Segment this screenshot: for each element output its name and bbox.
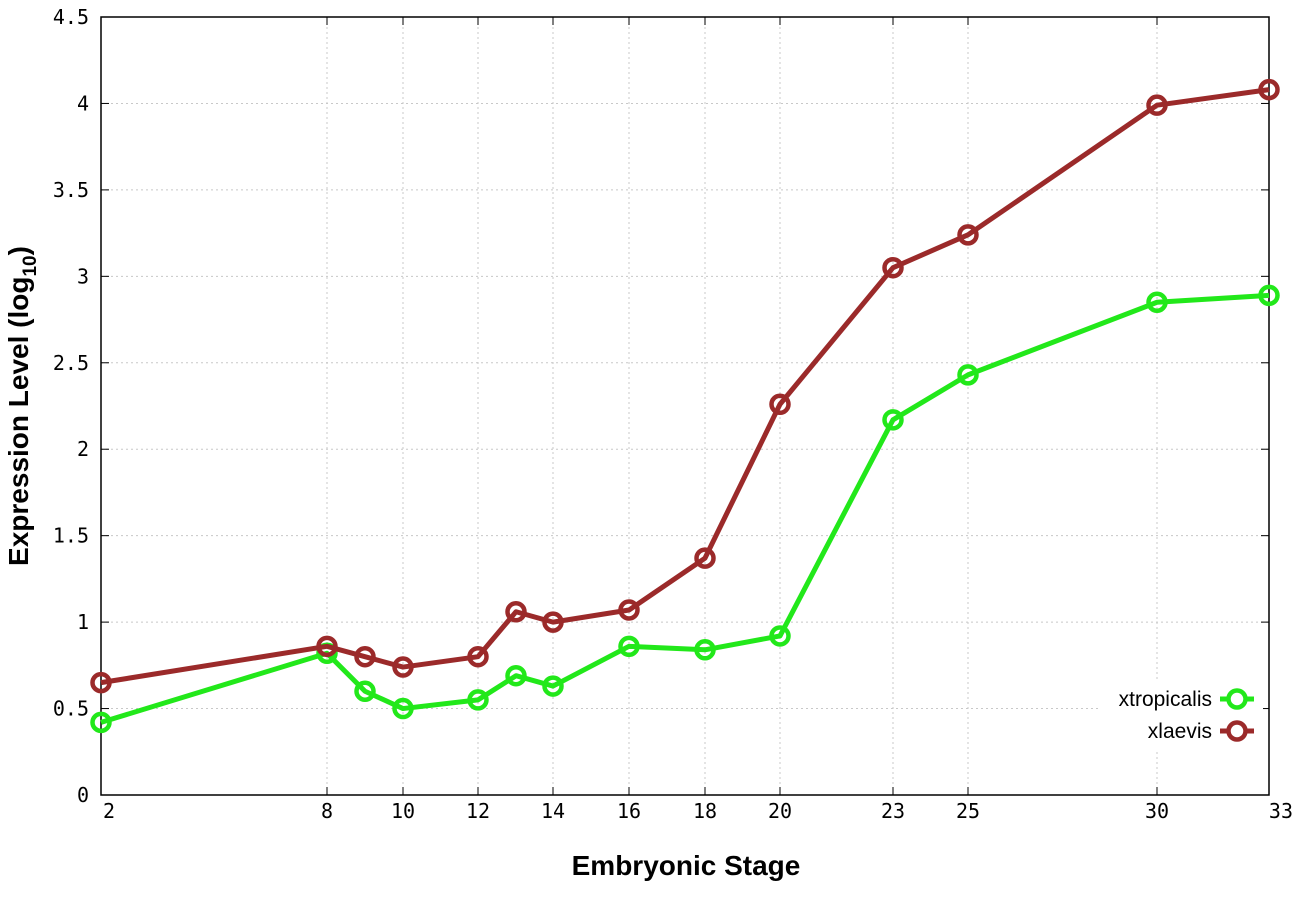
y-axis-title: Expression Level (log10) — [3, 246, 41, 566]
data-point-xtropicalis — [505, 664, 527, 687]
x-tick-label: 30 — [1145, 799, 1169, 823]
data-point-xlaevis — [542, 611, 564, 633]
legend-marker-xlaevis — [1226, 720, 1248, 742]
data-point-xlaevis — [316, 635, 338, 658]
data-point-xlaevis — [505, 600, 527, 623]
tick-marks — [100, 16, 1270, 796]
x-tick-label: 33 — [1269, 799, 1293, 823]
x-tick-label: 25 — [956, 799, 980, 823]
data-point-xtropicalis — [882, 409, 904, 431]
series-xtropicalis — [90, 284, 1280, 734]
y-tick-label: 2.5 — [53, 351, 89, 375]
data-point-xlaevis — [1258, 78, 1280, 101]
y-tick-label: 4.5 — [53, 5, 89, 29]
data-point-xtropicalis — [467, 689, 489, 711]
data-point-xtropicalis — [1258, 284, 1280, 307]
y-tick-label: 3.5 — [53, 178, 89, 202]
y-tick-label: 2 — [77, 437, 89, 461]
data-point-xlaevis — [90, 671, 112, 694]
grid-lines — [101, 17, 1269, 795]
data-point-xtropicalis — [354, 680, 376, 703]
data-point-xlaevis — [694, 547, 716, 569]
y-tick-label: 0.5 — [53, 697, 89, 721]
x-tick-labels: 2 8 10 12 14 16 18 20 23 25 30 33 — [103, 799, 1293, 823]
data-point-xtropicalis — [694, 639, 716, 661]
series-xlaevis — [90, 78, 1280, 694]
x-tick-label: 18 — [693, 799, 717, 823]
y-axis-title-subscript: 10 — [20, 255, 41, 276]
data-point-xlaevis — [392, 656, 414, 678]
y-tick-label: 1.5 — [53, 524, 89, 548]
x-tick-label: 16 — [617, 799, 641, 823]
data-point-xtropicalis — [769, 625, 791, 647]
series-group — [90, 78, 1280, 734]
x-tick-label: 8 — [321, 799, 333, 823]
x-tick-label: 20 — [768, 799, 792, 823]
data-point-xtropicalis — [90, 711, 112, 734]
x-axis-title: Embryonic Stage — [572, 850, 801, 881]
data-point-xlaevis — [618, 599, 640, 621]
data-point-xlaevis — [467, 645, 489, 668]
y-tick-label: 1 — [77, 610, 89, 634]
data-point-xtropicalis — [1146, 291, 1168, 314]
series-line-xtropicalis — [100, 292, 1270, 725]
data-point-xtropicalis — [618, 635, 640, 658]
data-point-xlaevis — [1146, 94, 1168, 116]
legend: xtropicalis xlaevis — [1098, 680, 1263, 750]
series-line-xlaevis — [100, 87, 1270, 686]
data-point-xtropicalis — [392, 697, 414, 720]
x-tick-label: 10 — [391, 799, 415, 823]
x-tick-label: 23 — [881, 799, 905, 823]
data-point-xtropicalis — [542, 675, 564, 697]
y-tick-label: 0 — [77, 783, 89, 807]
y-tick-label: 4 — [77, 91, 89, 115]
data-point-xlaevis — [957, 224, 979, 246]
x-tick-label: 12 — [466, 799, 490, 823]
legend-label-xtropicalis: xtropicalis — [1119, 688, 1212, 711]
data-point-xlaevis — [769, 393, 791, 416]
legend-label-xlaevis: xlaevis — [1148, 720, 1212, 743]
data-point-xlaevis — [882, 256, 904, 279]
plot-frame — [100, 16, 1270, 796]
x-tick-label: 14 — [541, 799, 565, 823]
data-point-xlaevis — [354, 645, 376, 668]
y-tick-label: 3 — [77, 264, 89, 288]
x-tick-label: 2 — [103, 799, 115, 823]
legend-marker-xtropicalis — [1226, 688, 1248, 710]
data-point-xtropicalis — [957, 364, 979, 386]
y-tick-labels: 0 0.5 1 1.5 2 2.5 3 3.5 4 4.5 — [53, 5, 89, 807]
